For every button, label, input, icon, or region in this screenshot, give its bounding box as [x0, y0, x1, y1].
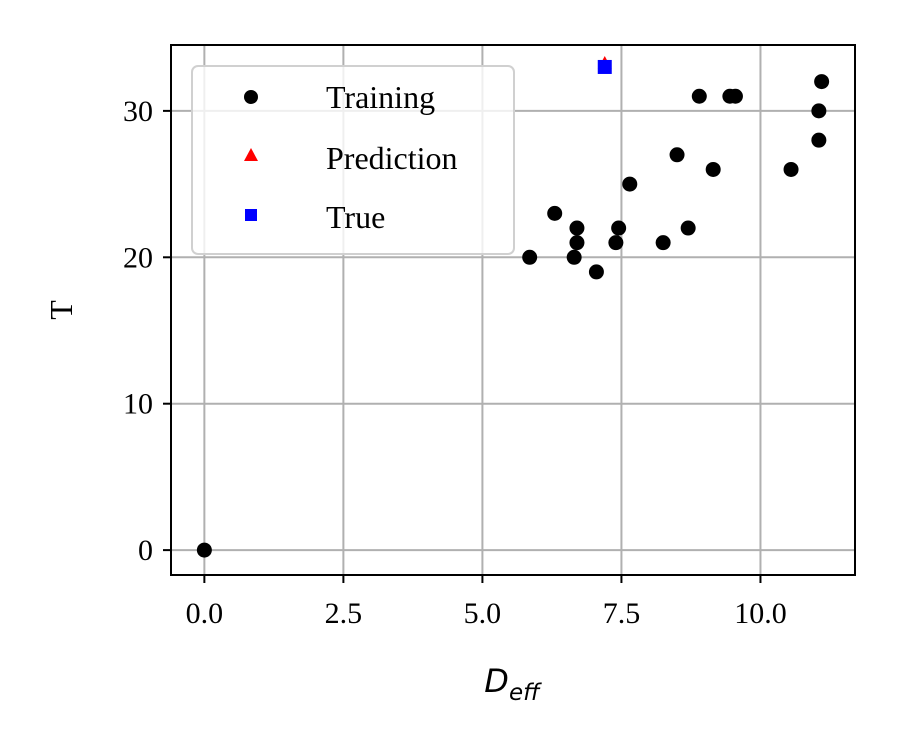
point-training [669, 147, 685, 163]
y-tick-label: 30 [123, 95, 153, 128]
y-tick-label: 20 [123, 241, 153, 274]
point-training [783, 161, 799, 177]
point-training [705, 161, 721, 177]
legend-box [191, 65, 515, 255]
point-training [655, 235, 671, 251]
point-training [811, 132, 827, 148]
x-tick-label: 0.0 [186, 597, 224, 630]
point-training [547, 205, 563, 221]
x-axis-label-subscript: eff [509, 680, 542, 706]
data-points [196, 56, 830, 558]
point-training [691, 88, 707, 104]
legend-marker-prediction [244, 148, 258, 161]
axis-ticks: 0.0 2.5 5.0 7.5 10.0 0 10 20 30 [123, 95, 787, 630]
point-training [611, 220, 627, 236]
x-axis-label: Deff [484, 662, 542, 706]
point-training [196, 542, 212, 558]
point-training [569, 220, 585, 236]
legend-marker-true [245, 209, 257, 221]
point-training [569, 235, 585, 251]
y-tick-label: 10 [123, 388, 153, 421]
plot-frame [170, 44, 856, 576]
legend-label-true: True [326, 199, 385, 235]
x-axis-label-main: D [484, 662, 509, 700]
point-training [522, 249, 538, 265]
point-training [814, 74, 830, 90]
x-tick-label: 5.0 [464, 597, 502, 630]
x-tick-label: 2.5 [325, 597, 363, 630]
legend-label-prediction: Prediction [326, 140, 458, 176]
legend: Training Prediction True [191, 65, 515, 255]
y-tick-label: 0 [138, 534, 153, 567]
legend-marker-training [244, 90, 258, 104]
point-training [680, 220, 696, 236]
x-tick-label: 10.0 [734, 597, 787, 630]
y-axis-label: T [43, 300, 79, 320]
point-training [622, 176, 638, 192]
point-training [566, 249, 582, 265]
point-training [588, 264, 604, 280]
point-true [597, 59, 612, 74]
point-training [811, 103, 827, 119]
x-tick-label: 7.5 [603, 597, 641, 630]
point-training [727, 88, 743, 104]
legend-label-training: Training [326, 79, 435, 115]
point-training [608, 235, 624, 251]
